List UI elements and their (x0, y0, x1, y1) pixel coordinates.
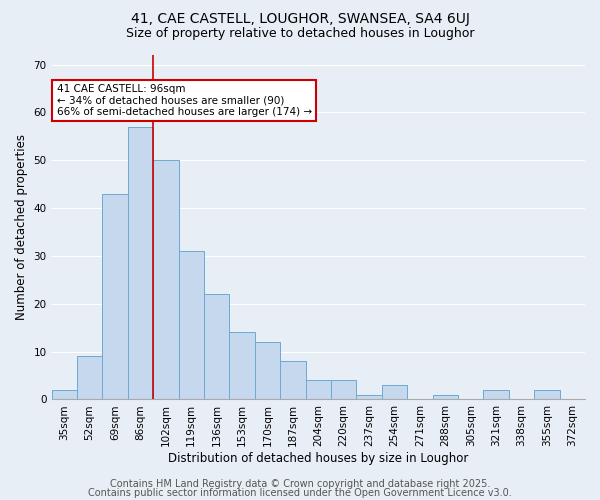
Bar (255, 342, 280, 400)
Bar (305, 380, 331, 400)
Bar (204, 294, 229, 400)
Bar (179, 251, 204, 400)
Bar (52, 390, 77, 400)
Bar (77, 356, 103, 400)
Bar (484, 390, 509, 400)
Bar (280, 361, 305, 400)
Bar (534, 390, 560, 400)
Bar (229, 332, 255, 400)
Bar (153, 160, 179, 400)
Text: Size of property relative to detached houses in Loughor: Size of property relative to detached ho… (126, 28, 474, 40)
X-axis label: Distribution of detached houses by size in Loughor: Distribution of detached houses by size … (168, 452, 469, 465)
Bar (331, 380, 356, 400)
Text: 41, CAE CASTELL, LOUGHOR, SWANSEA, SA4 6UJ: 41, CAE CASTELL, LOUGHOR, SWANSEA, SA4 6… (131, 12, 469, 26)
Text: Contains public sector information licensed under the Open Government Licence v3: Contains public sector information licen… (88, 488, 512, 498)
Y-axis label: Number of detached properties: Number of detached properties (15, 134, 28, 320)
Bar (103, 194, 128, 400)
Text: Contains HM Land Registry data © Crown copyright and database right 2025.: Contains HM Land Registry data © Crown c… (110, 479, 490, 489)
Text: 41 CAE CASTELL: 96sqm
← 34% of detached houses are smaller (90)
66% of semi-deta: 41 CAE CASTELL: 96sqm ← 34% of detached … (56, 84, 312, 117)
Bar (128, 127, 153, 400)
Bar (433, 394, 458, 400)
Bar (356, 394, 382, 400)
Bar (382, 385, 407, 400)
